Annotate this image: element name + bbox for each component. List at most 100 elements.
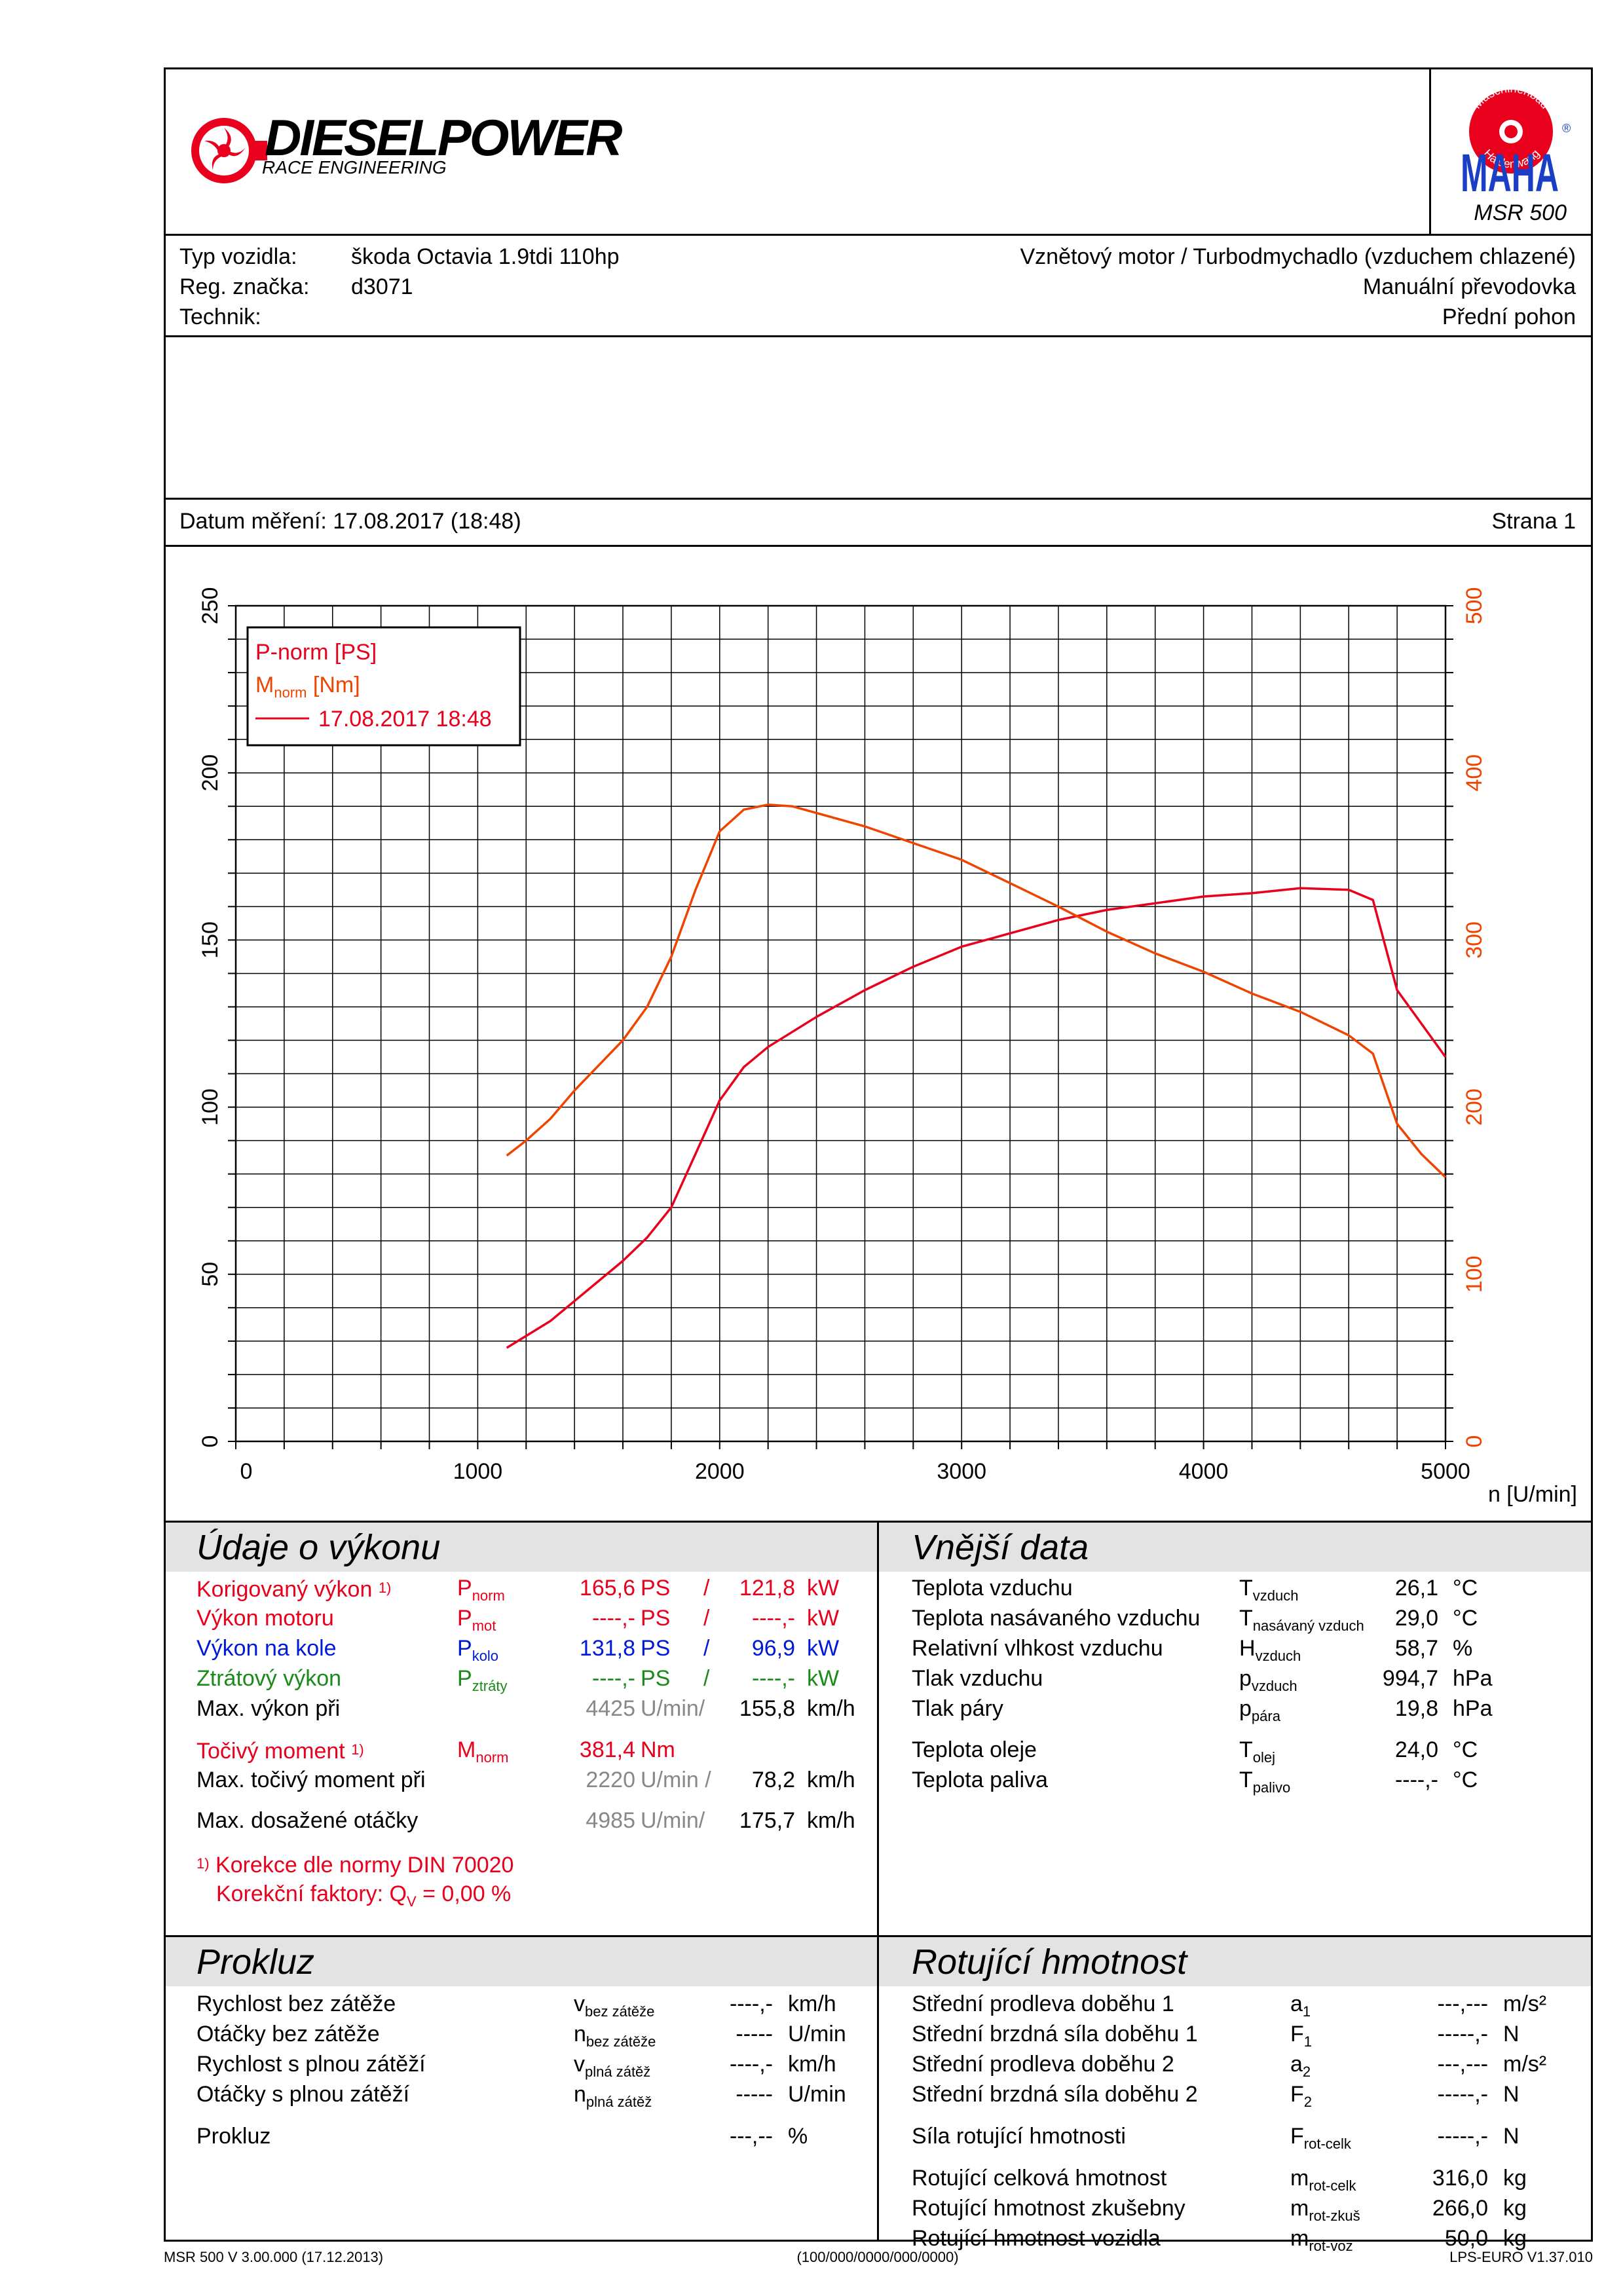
rot-symbol: a2 [1290,2052,1311,2080]
perf-unit1: U/min/ [641,1808,705,1833]
legend-torque-unit: [Nm] [307,673,360,697]
rot-symbol: mrot-voz [1290,2226,1353,2254]
ext-unit: °C [1453,1737,1478,1762]
rot-symbol: F2 [1290,2082,1313,2110]
section-bar [879,1937,1591,1986]
slip-value: ----- [736,2082,773,2107]
rot-value: ---,--- [1437,2052,1488,2077]
rot-symbol: Frot-celk [1290,2124,1351,2152]
perf-unit1: Nm [641,1737,675,1762]
ext-unit: °C [1453,1768,1478,1792]
rot-value: 50,0 [1444,2226,1488,2251]
perf-separator: / [703,1666,710,1691]
rot-label: Rotující hmotnost zkušebny [912,2196,1185,2221]
technician-label: Technik: [179,305,261,329]
rot-label: Střední brzdná síla doběhu 1 [912,2022,1198,2046]
vehicle-type-label: Typ vozidla: [179,244,297,269]
perf-value1: 165,6 [579,1576,635,1601]
legend-torque: M [255,673,274,697]
vehicle-type-value: škoda Octavia 1.9tdi 110hp [351,244,620,269]
x-tick-label: 0 [240,1459,253,1484]
correction-factor: Korekční faktory: QV = 0,00 % [216,1881,511,1909]
maha-word: MAHA [1461,143,1559,200]
drive-type: Přední pohon [1442,305,1576,329]
perf-value1: 4985 [586,1808,635,1833]
perf-value2: ----,- [751,1666,795,1691]
ext-label: Relativní vlhkost vzduchu [912,1636,1163,1661]
ext-symbol: ppára [1239,1696,1280,1724]
perf-value2: ----,- [751,1606,795,1631]
x-tick-label: 3000 [937,1459,986,1484]
perf-unit1: PS [641,1576,671,1601]
slip-unit: U/min [788,2082,846,2107]
ext-label: Teplota oleje [912,1737,1037,1762]
slip-symbol: nplná zátěž [574,2082,652,2110]
reg-value: d3071 [351,274,413,299]
perf-unit1: PS [641,1606,671,1631]
divider [164,498,1593,500]
x-tick-label: 5000 [1421,1459,1470,1484]
y-left-tick-label: 250 [198,587,223,625]
ext-unit: hPa [1453,1666,1493,1691]
ext-symbol: Tolej [1239,1737,1276,1766]
perf-unit2: km/h [807,1768,855,1792]
model-label: MSR 500 [1474,200,1567,225]
perf-label: Max. točivý moment při [196,1768,426,1792]
y-left-tick-label: 100 [198,1088,223,1126]
ext-symbol: Tnasávaný vzduch [1239,1606,1364,1634]
footer-code: (100/000/0000/000/0000) [796,2249,959,2265]
rot-symbol: F1 [1290,2022,1313,2050]
perf-value2: 121,8 [739,1576,795,1601]
rot-label: Rotující hmotnost vozidla [912,2226,1161,2251]
perf-unit1: U/min / [641,1768,711,1792]
ext-label: Tlak vzduchu [912,1666,1043,1691]
ext-symbol: pvzduch [1239,1666,1297,1694]
y-right-tick-label: 100 [1462,1255,1487,1293]
ext-label: Teplota paliva [912,1768,1048,1792]
perf-symbol: Pnorm [457,1576,505,1604]
ext-value: ----,- [1394,1768,1438,1792]
ext-value: 24,0 [1394,1737,1438,1762]
divider [164,335,1593,337]
rot-unit: kg [1503,2196,1527,2221]
logo-sub-text: RACE ENGINEERING [262,157,447,177]
perf-unit2: kW [807,1666,840,1691]
ext-unit: % [1453,1636,1473,1661]
ext-symbol: Hvzduch [1239,1636,1301,1664]
slip-unit: km/h [788,1991,836,2016]
perf-value2: 175,7 [739,1808,795,1833]
legend-torque-sub: norm [274,684,307,701]
perf-value1: 2220 [586,1768,635,1792]
ext-title: Vnější data [912,1528,1089,1567]
engine-type: Vznětový motor / Turbodmychadlo (vzduche… [1020,244,1576,269]
perf-unit2: kW [807,1636,840,1661]
slip-label: Rychlost s plnou zátěží [196,2052,426,2077]
perf-label: Max. výkon při [196,1696,341,1721]
perf-label: Točivý moment 1) [196,1739,364,1764]
perf-value1: ----,- [591,1666,635,1691]
measure-date: Datum měření: 17.08.2017 (18:48) [179,509,521,534]
ext-value: 19,8 [1394,1696,1438,1721]
y-right-tick-label: 0 [1462,1435,1487,1448]
perf-unit1: PS [641,1666,671,1691]
rot-value: -----,- [1437,2124,1488,2149]
perf-separator: / [703,1606,710,1631]
rot-value: -----,- [1437,2022,1488,2046]
perf-value1: ----,- [591,1606,635,1631]
rot-symbol: mrot-zkuš [1290,2196,1360,2224]
slip-symbol: vbez zátěže [574,1991,655,2020]
perf-label: Výkon motoru [196,1606,334,1631]
rot-unit: N [1503,2022,1520,2046]
ext-symbol: Tpalivo [1239,1768,1291,1796]
rot-label: Síla rotující hmotnosti [912,2124,1126,2149]
perf-separator: / [703,1576,710,1601]
ext-value: 26,1 [1394,1576,1438,1601]
perf-symbol: Pztráty [457,1666,508,1694]
page-number: Strana 1 [1491,509,1576,534]
ext-label: Teplota vzduchu [912,1576,1073,1601]
ext-unit: hPa [1453,1696,1493,1721]
y-right-tick-label: 200 [1462,1088,1487,1126]
section-bar [166,1937,877,1986]
perf-value2: 96,9 [751,1636,795,1661]
rot-value: 266,0 [1432,2196,1488,2221]
